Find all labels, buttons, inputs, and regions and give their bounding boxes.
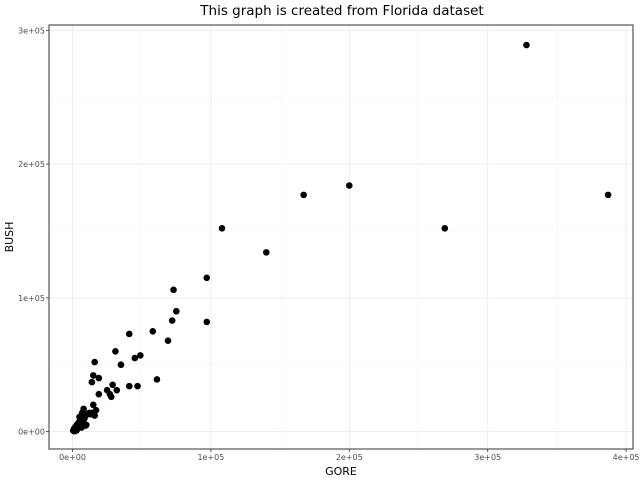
data-point: [107, 393, 115, 401]
data-point: [113, 386, 121, 394]
y-tick-label: 2e+05: [18, 160, 45, 169]
data-point: [103, 386, 111, 394]
data-point: [89, 401, 97, 409]
y-tick-label: 1e+05: [18, 294, 45, 303]
data-point: [346, 182, 353, 189]
grid: [49, 25, 633, 449]
x-tick-label: 3e+05: [474, 453, 501, 462]
data-point: [80, 415, 88, 423]
x-tick-label: 2e+05: [336, 453, 363, 462]
data-point: [125, 330, 133, 338]
data-point: [173, 307, 180, 315]
data-point: [523, 41, 530, 49]
data-point: [117, 361, 125, 369]
data-point: [85, 409, 93, 417]
data-point: [164, 337, 172, 344]
data-point: [262, 249, 270, 256]
y-tick-label: 0e+00: [18, 428, 45, 437]
data-point: [149, 327, 157, 335]
data-point: [70, 427, 78, 435]
plot-panel-border: [48, 24, 634, 450]
y-tick-label: 3e+05: [18, 26, 45, 35]
x-tick-label: 0e+00: [59, 453, 86, 462]
data-point: [88, 378, 96, 386]
data-point: [300, 191, 307, 199]
points-layer: [69, 41, 612, 435]
x-tick-label: 4e+05: [613, 453, 640, 462]
data-point: [89, 372, 97, 379]
data-point: [170, 286, 177, 294]
data-point: [109, 381, 116, 389]
axis-ticks: 0e+00 1e+05 2e+05 3e+05 4e+05 0e+00 1e+05 2e+05…: [18, 26, 639, 462]
data-point: [131, 354, 139, 362]
data-point: [75, 418, 83, 426]
data-point: [604, 191, 612, 199]
data-point: [137, 352, 144, 359]
x-axis-label: GORE: [325, 465, 357, 478]
data-point: [441, 225, 449, 232]
data-point: [203, 274, 211, 282]
y-axis-label: BUSH: [3, 222, 16, 253]
data-point: [95, 374, 103, 382]
x-tick-label: 1e+05: [197, 453, 224, 462]
data-point: [168, 317, 176, 324]
data-point: [203, 318, 211, 326]
data-point: [153, 376, 161, 383]
data-point: [112, 348, 119, 355]
data-point: [82, 422, 89, 429]
data-point: [95, 390, 103, 398]
data-point: [125, 382, 133, 390]
data-point: [218, 225, 226, 232]
chart-title: This graph is created from Florida datas…: [199, 3, 483, 19]
data-point: [91, 358, 98, 366]
data-point: [91, 412, 98, 419]
data-point: [134, 382, 141, 390]
